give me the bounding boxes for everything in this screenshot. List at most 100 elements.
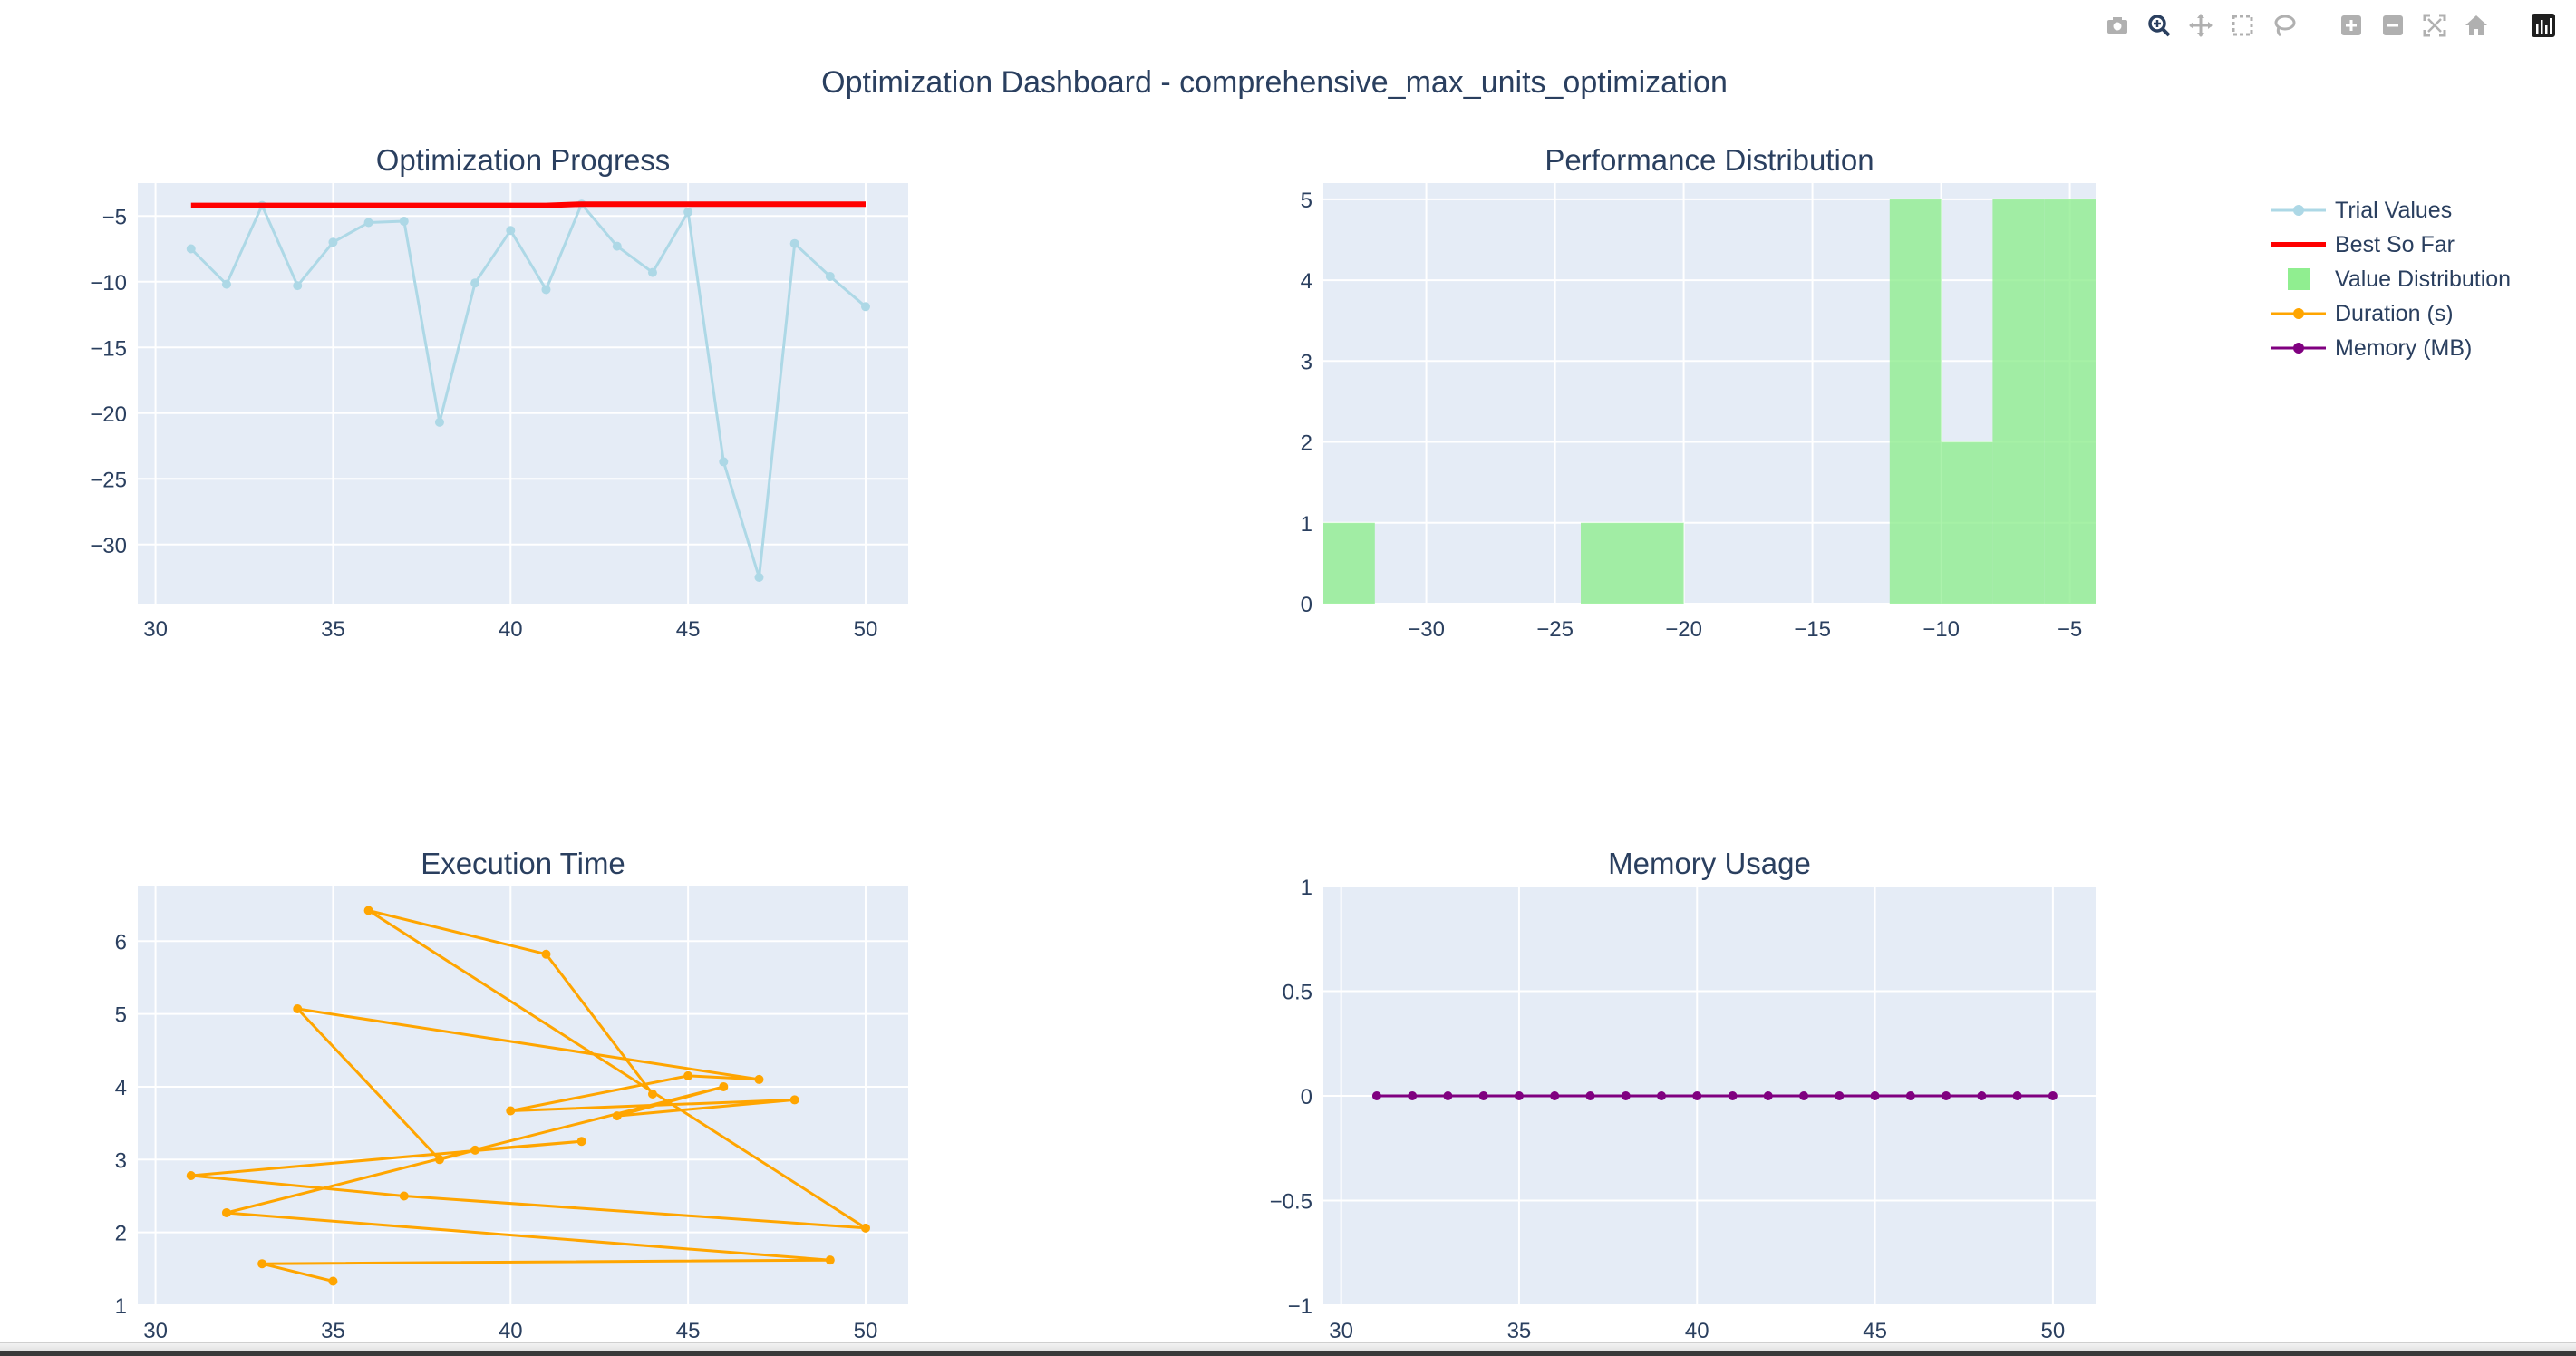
y-tick-label: 0 [1301, 593, 1312, 617]
data-point [506, 226, 516, 236]
data-point [328, 237, 338, 247]
data-point [1408, 1091, 1418, 1100]
data-point [825, 271, 835, 281]
y-tick-label: −20 [90, 402, 127, 427]
zoom-button[interactable] [2141, 9, 2177, 42]
legend-item[interactable]: Trial Values [2271, 198, 2452, 223]
data-point [434, 1155, 444, 1165]
autoscale-button[interactable] [2416, 9, 2453, 42]
data-point [1728, 1091, 1738, 1100]
legend-item[interactable]: Memory (MB) [2271, 335, 2472, 361]
camera-button[interactable] [2099, 9, 2135, 42]
data-point [186, 1170, 196, 1180]
x-tick-label: 40 [499, 617, 523, 642]
x-tick-label: 40 [1685, 1319, 1709, 1343]
y-tick-label: −25 [90, 468, 127, 492]
x-tick-label: 35 [1507, 1319, 1532, 1343]
data-point [1942, 1091, 1951, 1100]
x-tick-label: 30 [143, 617, 168, 642]
data-point [470, 278, 480, 288]
subplot-title: Performance Distribution [1545, 143, 1874, 177]
pan-button[interactable] [2183, 9, 2219, 42]
camera-icon [2107, 17, 2127, 34]
y-tick-label: 4 [115, 1076, 127, 1100]
histogram-bar [1632, 522, 1684, 604]
data-point [2012, 1091, 2022, 1100]
data-point [328, 1276, 338, 1286]
data-point [1585, 1091, 1595, 1100]
histogram-bar [2044, 199, 2096, 604]
y-tick-label: 1 [115, 1294, 127, 1319]
data-point [257, 1259, 267, 1269]
data-point [1799, 1091, 1809, 1100]
reset-axes-button[interactable] [2458, 9, 2494, 42]
figure-title: Optimization Dashboard - comprehensive_m… [821, 65, 1728, 100]
data-point [1656, 1091, 1666, 1100]
data-point [541, 285, 551, 295]
histogram-bar [1941, 441, 1993, 604]
legend[interactable]: Trial Values Best So Far Value Distributio… [2271, 198, 2511, 361]
x-tick-label: −10 [1922, 617, 1960, 642]
data-point [860, 302, 870, 312]
y-tick-label: 1 [1301, 876, 1312, 900]
x-tick-label: −20 [1665, 617, 1702, 642]
data-point [860, 1223, 870, 1233]
data-point [221, 1207, 231, 1217]
subplot-1: 30 35 40 45 50 −5 −10 −15 −20 −25 −30 Optimization … [90, 143, 908, 642]
data-layer [186, 199, 870, 582]
data-layer [186, 906, 870, 1286]
legend-label: Duration (s) [2335, 301, 2454, 326]
y-tick-label: −30 [90, 534, 127, 558]
legend-item[interactable]: Duration (s) [2271, 301, 2454, 326]
y-tick-label: 3 [1301, 350, 1312, 374]
autoscale-icon [2423, 14, 2446, 37]
x-tick-label: −30 [1408, 617, 1445, 642]
legend-swatch [2288, 268, 2310, 290]
lasso-select-button[interactable] [2266, 9, 2302, 42]
data-point [363, 218, 373, 228]
data-layer [1323, 199, 2096, 604]
plotly-logo-button[interactable] [2525, 9, 2561, 42]
data-point [293, 281, 303, 291]
x-tick-label: 50 [2041, 1319, 2066, 1343]
x-tick-label: 45 [1863, 1319, 1887, 1343]
legend-item[interactable]: Value Distribution [2288, 266, 2511, 292]
box-select-icon [2232, 15, 2253, 36]
data-point [399, 217, 409, 227]
y-tick-label: 6 [115, 930, 127, 954]
data-point [399, 1191, 409, 1201]
subplot-title: Execution Time [421, 847, 625, 880]
data-point [683, 1070, 693, 1080]
y-tick-label: 3 [115, 1148, 127, 1173]
legend-label: Trial Values [2335, 198, 2452, 223]
zoom-out-button[interactable] [2375, 9, 2411, 42]
plotly-logo-icon [2532, 14, 2555, 37]
data-point [221, 279, 231, 289]
legend-item[interactable]: Best So Far [2271, 232, 2455, 257]
data-point [1870, 1091, 1880, 1100]
y-tick-label: 2 [1301, 431, 1312, 456]
zoom-icon [2148, 15, 2171, 37]
window-bottom-bar [0, 1351, 2576, 1356]
box-select-button[interactable] [2224, 9, 2261, 42]
zoom-out-icon [2383, 15, 2403, 35]
x-tick-label: 30 [1329, 1319, 1353, 1343]
data-point [1905, 1091, 1915, 1100]
data-point [541, 949, 551, 959]
data-point [576, 1137, 586, 1147]
data-point [612, 241, 622, 251]
subplot-4: 30 35 40 45 50 1 0.5 0 −0.5 −1 Memory Usage [1270, 847, 2096, 1343]
zoom-in-button[interactable] [2333, 9, 2369, 42]
data-point [1692, 1091, 1702, 1100]
data-point [719, 457, 729, 467]
data-point [789, 238, 799, 248]
data-point [1371, 1091, 1381, 1100]
x-tick-label: −15 [1794, 617, 1831, 642]
data-point [293, 1003, 303, 1013]
data-point [825, 1255, 835, 1265]
data-point [683, 207, 693, 217]
series-line [189, 202, 867, 579]
y-tick-label: −0.5 [1270, 1190, 1312, 1215]
data-point [506, 1106, 516, 1116]
